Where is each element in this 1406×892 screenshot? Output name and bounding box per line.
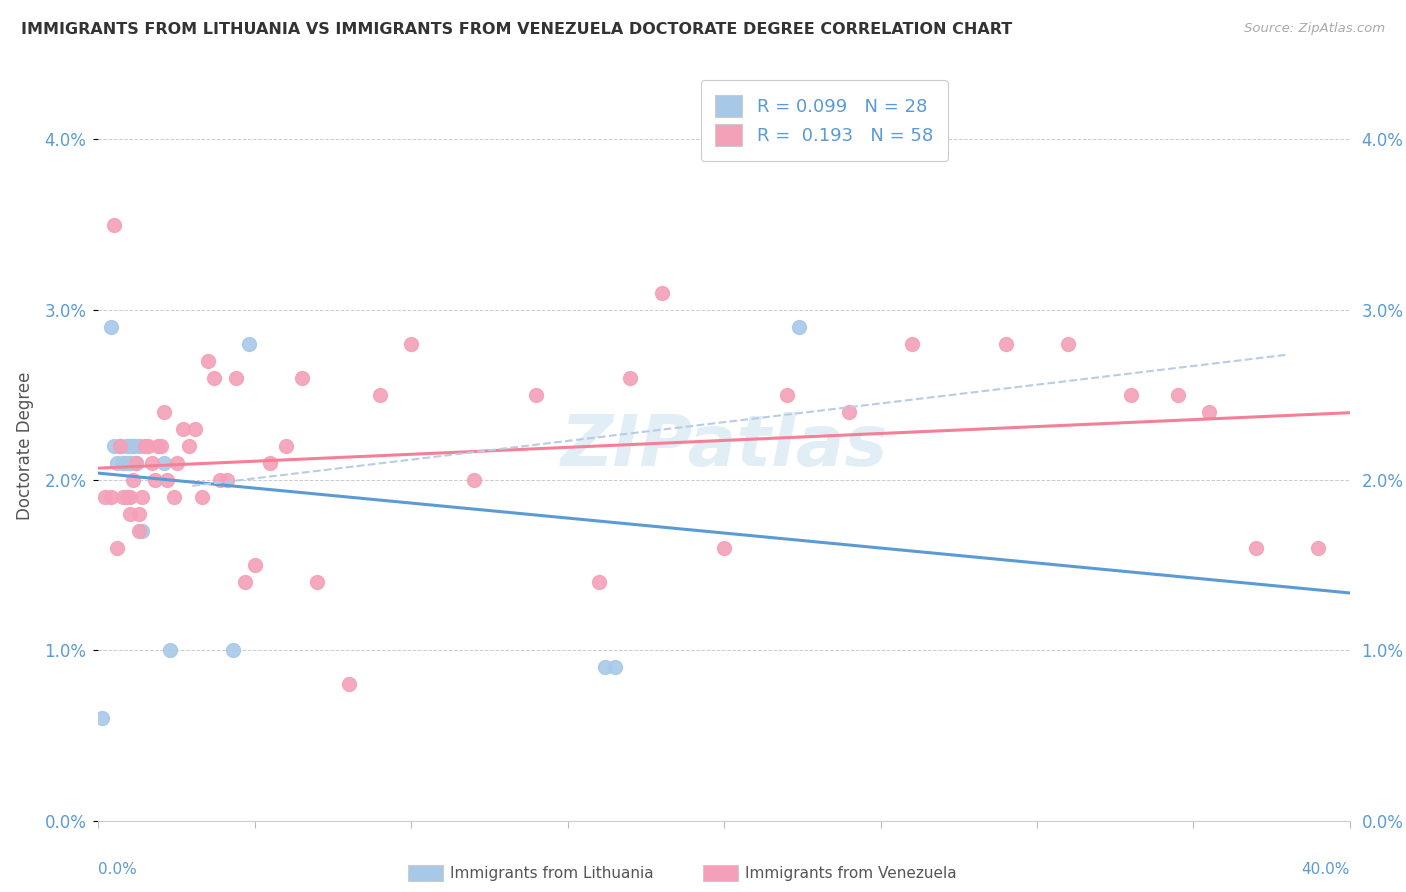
- Point: [103, 439, 125, 453]
- Point: [900, 336, 922, 351]
- Text: 0.0%: 0.0%: [98, 862, 138, 877]
- Text: Immigrants from Lithuania: Immigrants from Lithuania: [450, 866, 654, 880]
- Point: [121, 439, 143, 453]
- Point: [112, 456, 135, 470]
- Point: [134, 439, 156, 453]
- Point: [197, 354, 219, 368]
- Text: IMMIGRANTS FROM LITHUANIA VS IMMIGRANTS FROM VENEZUELA DOCTORATE DEGREE CORRELAT: IMMIGRANTS FROM LITHUANIA VS IMMIGRANTS …: [21, 22, 1012, 37]
- Point: [776, 388, 799, 402]
- Text: Source: ZipAtlas.com: Source: ZipAtlas.com: [1244, 22, 1385, 36]
- Point: [202, 371, 225, 385]
- Point: [125, 456, 148, 470]
- Point: [150, 439, 173, 453]
- Point: [787, 319, 810, 334]
- Point: [1167, 388, 1189, 402]
- Point: [603, 660, 626, 674]
- Point: [138, 439, 160, 453]
- Point: [159, 643, 181, 657]
- Point: [121, 473, 143, 487]
- Point: [118, 507, 141, 521]
- Point: [235, 575, 257, 590]
- Point: [179, 439, 201, 453]
- Point: [125, 456, 148, 470]
- Point: [238, 336, 260, 351]
- Point: [166, 456, 188, 470]
- Point: [115, 439, 138, 453]
- Point: [118, 456, 141, 470]
- Y-axis label: Doctorate Degree: Doctorate Degree: [15, 372, 34, 520]
- Point: [128, 439, 150, 453]
- Point: [100, 319, 122, 334]
- Point: [291, 371, 314, 385]
- Point: [713, 541, 735, 556]
- Point: [156, 473, 179, 487]
- Text: 40.0%: 40.0%: [1302, 862, 1350, 877]
- Point: [243, 558, 266, 573]
- Point: [1198, 405, 1220, 419]
- Point: [184, 422, 207, 436]
- Point: [337, 677, 360, 691]
- Point: [650, 285, 672, 300]
- Point: [128, 507, 150, 521]
- Point: [115, 439, 138, 453]
- Point: [209, 473, 232, 487]
- Point: [110, 439, 132, 453]
- Point: [274, 439, 298, 453]
- Point: [110, 439, 132, 453]
- Point: [118, 490, 141, 504]
- Legend: R = 0.099   N = 28, R =  0.193   N = 58: R = 0.099 N = 28, R = 0.193 N = 58: [700, 80, 948, 161]
- Point: [128, 524, 150, 538]
- Point: [588, 575, 610, 590]
- Point: [131, 490, 153, 504]
- Point: [190, 490, 212, 504]
- Point: [1057, 336, 1080, 351]
- Point: [128, 439, 150, 453]
- Point: [90, 711, 112, 725]
- Point: [110, 439, 132, 453]
- Point: [307, 575, 329, 590]
- Point: [112, 456, 135, 470]
- Point: [619, 371, 641, 385]
- Point: [401, 336, 423, 351]
- Point: [146, 439, 169, 453]
- Point: [141, 456, 163, 470]
- Point: [118, 439, 141, 453]
- Point: [1308, 541, 1330, 556]
- Point: [1119, 388, 1142, 402]
- Point: [153, 405, 176, 419]
- Point: [162, 490, 184, 504]
- Point: [143, 473, 166, 487]
- Point: [172, 422, 194, 436]
- Point: [994, 336, 1017, 351]
- Point: [100, 490, 122, 504]
- Point: [1244, 541, 1267, 556]
- Point: [225, 371, 247, 385]
- Point: [115, 456, 138, 470]
- Point: [593, 660, 616, 674]
- Point: [103, 218, 125, 232]
- Point: [131, 524, 153, 538]
- Point: [526, 388, 548, 402]
- Point: [115, 490, 138, 504]
- Point: [112, 490, 135, 504]
- Point: [838, 405, 860, 419]
- Text: ZIPatlas: ZIPatlas: [561, 411, 887, 481]
- Text: Immigrants from Venezuela: Immigrants from Venezuela: [745, 866, 957, 880]
- Point: [463, 473, 485, 487]
- Point: [105, 541, 128, 556]
- Point: [125, 456, 148, 470]
- Point: [259, 456, 281, 470]
- Point: [93, 490, 115, 504]
- Point: [215, 473, 238, 487]
- Point: [105, 456, 128, 470]
- Point: [153, 456, 176, 470]
- Point: [121, 439, 143, 453]
- Point: [368, 388, 391, 402]
- Point: [118, 456, 141, 470]
- Point: [222, 643, 245, 657]
